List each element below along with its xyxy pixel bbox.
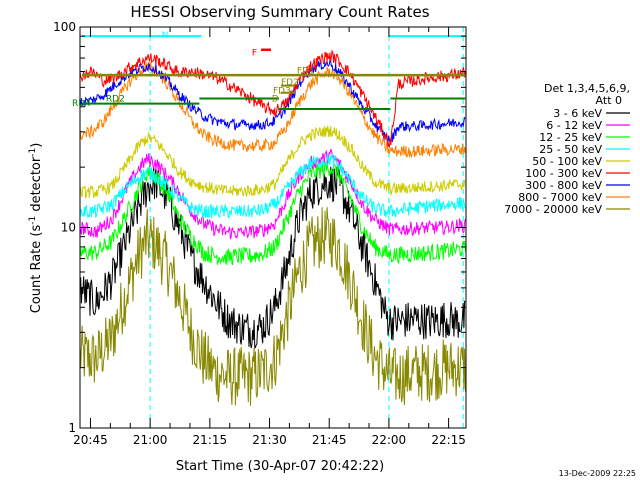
series-trace-4: [79, 125, 466, 199]
y-axis-label-sup1: -1: [28, 216, 38, 225]
legend-label-2: 12 - 25 keV: [539, 131, 602, 144]
legend-label-5: 100 - 300 keV: [525, 167, 602, 180]
legend-label-0: 3 - 6 keV: [553, 107, 602, 120]
legend-label-1: 6 - 12 keV: [546, 119, 602, 132]
axes-frame: [79, 26, 467, 429]
legend-header-attenuator: Att 0: [596, 94, 622, 107]
series-trace-8: [79, 207, 466, 406]
y-axis-label-end: ): [29, 143, 44, 148]
y-axis-label-main: Count Rate (s: [29, 225, 44, 314]
y-tick-label-2: 100: [53, 20, 76, 34]
annotation-fd2-label: FD2: [281, 78, 299, 88]
y-tick-label-0: 1: [68, 421, 76, 435]
x-tick-label-5: 22:00: [372, 433, 407, 447]
x-tick-label-2: 21:15: [193, 433, 228, 447]
annotation-bars: [81, 35, 466, 110]
legend-label-3: 25 - 50 keV: [539, 143, 602, 156]
y-axis-label-mid: detector: [29, 156, 44, 216]
tick-labels: 1 10 100 20:45 21:00 21:15 21:30 21:45 22:00 22:1…: [53, 20, 466, 447]
x-tick-label-1: 21:00: [133, 433, 168, 447]
series-trace-0: [79, 166, 466, 349]
annotation-n-label: N: [162, 31, 169, 41]
y-tick-label-1: 10: [61, 221, 76, 235]
y-axis-label-sup2: -1: [28, 148, 38, 157]
annotation-fd1-label: FD1: [297, 67, 315, 77]
x-tick-label-0: 20:45: [73, 433, 108, 447]
annotation-rd2-label: RD2: [106, 95, 125, 105]
legend-label-7: 800 - 7000 keV: [518, 191, 602, 204]
annotation-rd4-label: RD4: [72, 99, 91, 109]
x-axis-label: Start Time (30-Apr-07 20:42:22): [176, 459, 384, 474]
generation-timestamp: 13-Dec-2009 22:25: [559, 469, 636, 478]
series-group: [79, 49, 466, 406]
y-axis-label: Count Rate (s-1 detector-1): [28, 143, 44, 314]
series-trace-3: [79, 153, 466, 219]
x-tick-label-4: 21:45: [312, 433, 347, 447]
series-trace-6: [79, 57, 466, 145]
legend-label-6: 300 - 800 keV: [525, 179, 602, 192]
legend-header-detectors: Det 1,3,4,5,6,9,: [544, 82, 630, 95]
x-tick-label-3: 21:30: [252, 433, 287, 447]
annotation-fd3-label: FD3: [273, 87, 291, 97]
annotation-f-label: F: [252, 49, 257, 59]
series-trace-1: [79, 148, 466, 240]
legend-label-8: 7000 - 20000 keV: [504, 203, 602, 216]
x-tick-label-6: 22:15: [431, 433, 466, 447]
chart-title: HESSI Observing Summary Count Rates: [130, 3, 429, 21]
annotation-d-label: D: [272, 95, 279, 105]
series-trace-5: [79, 49, 466, 148]
legend-label-4: 50 - 100 keV: [532, 155, 602, 168]
